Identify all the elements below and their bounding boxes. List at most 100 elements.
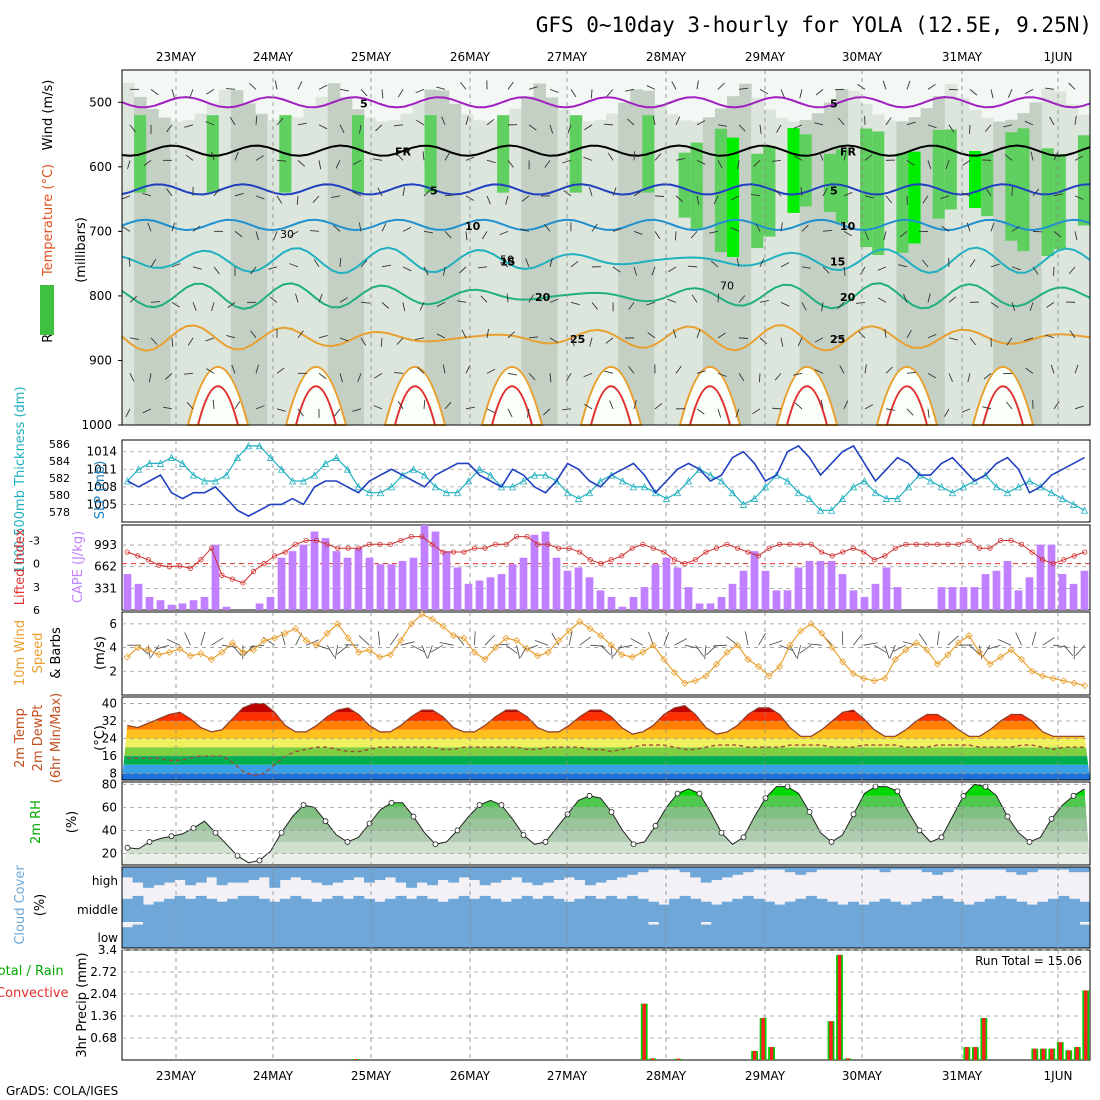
cloud-cover-bar (890, 922, 902, 948)
cloud-cover-bar (132, 895, 144, 922)
wind-barb (441, 116, 446, 126)
rh-shade-column (412, 102, 425, 426)
cloud-cover-bar (385, 922, 396, 948)
temp-tick-label: 32 (102, 714, 117, 728)
cloud-cover-bar (637, 922, 649, 948)
cloud-cover-bar (206, 922, 218, 948)
li-marker (976, 545, 983, 551)
wind-barb (780, 337, 784, 347)
temperature-contour-label: 5 (830, 97, 838, 110)
temperature-contour-label: 25 (570, 333, 585, 346)
wind-barb (402, 266, 412, 272)
wind-barb (276, 159, 287, 162)
thickness-marker (508, 482, 517, 491)
wind-barb (884, 328, 887, 338)
li-marker (240, 580, 246, 586)
li-marker (808, 541, 814, 547)
cloud-cover-bar (858, 922, 870, 948)
cloud-cover-bar (1026, 922, 1038, 948)
thickness-marker (629, 482, 638, 491)
wind-speed-marker (1018, 655, 1026, 663)
cape-bar (211, 544, 220, 610)
li-marker (787, 541, 793, 547)
li-marker (1061, 557, 1067, 563)
rh-marker (696, 790, 703, 797)
li-marker (545, 541, 551, 547)
cloud-cover-bar (321, 898, 333, 922)
wind-barb (358, 222, 362, 232)
wind-barb (528, 336, 538, 339)
wind-barb (234, 231, 243, 238)
wind-barb (675, 158, 685, 161)
surface-wind-barb (1063, 644, 1074, 657)
wind-barb (793, 155, 803, 161)
li-marker (166, 564, 172, 570)
precip-convective-bar (769, 1047, 774, 1060)
li-marker (271, 553, 278, 559)
thickness-marker (563, 488, 572, 497)
cloud-cover-bar (900, 922, 912, 948)
wind-barb (814, 122, 824, 126)
li-marker (450, 549, 457, 555)
wind-barb (822, 187, 828, 197)
rh-high-shade (690, 142, 704, 230)
wind-barb (983, 373, 992, 380)
wind-barb (189, 89, 194, 98)
wind-speed-marker (628, 653, 636, 661)
surface-wind-barb (337, 644, 349, 655)
wind-barb (856, 301, 866, 304)
wind-barb (422, 151, 425, 161)
wind-barb (465, 406, 475, 410)
cloud-cover-bar (258, 922, 270, 948)
wind-barb (255, 231, 259, 241)
wind-barb (966, 222, 971, 232)
cloud-cover-bar (574, 922, 586, 948)
cloud-cover-bar (458, 895, 470, 922)
cape-bar (739, 570, 748, 610)
cloud-cover-bar (932, 867, 944, 875)
li-marker (608, 557, 614, 563)
wind-speed-marker (607, 641, 615, 649)
surface-wind-barb (796, 645, 802, 659)
boundary-layer-plume-core (590, 385, 632, 426)
wind-barb (423, 266, 429, 276)
wind-barb (591, 302, 598, 310)
cloud-cover-bar (911, 922, 923, 948)
precip-convective-bar (982, 1017, 986, 1060)
cloud-cover-bar (332, 895, 344, 922)
wind-barb (255, 195, 265, 200)
cape-bar (321, 538, 330, 610)
cloud-cover-bar (237, 922, 249, 948)
cape-bar (750, 551, 759, 610)
rh-high-shade (1005, 132, 1018, 241)
cloud-cover-bar (374, 901, 386, 922)
wind-units-title: (m/s) (93, 636, 108, 670)
wind-barb (297, 330, 304, 339)
surface-wind-barb (663, 631, 670, 646)
cloud-cover-bar (1068, 898, 1080, 922)
cloud-cover-bar (532, 898, 544, 922)
wind-barb (606, 89, 614, 97)
surface-wind-barb (712, 644, 728, 647)
surface-wind-barb (430, 644, 444, 653)
rh-high-shade (872, 131, 885, 255)
wind-barb (192, 302, 197, 311)
li-marker (1040, 557, 1046, 563)
cloud-cover-bar (1058, 895, 1070, 922)
cloud-cover-bar (490, 922, 502, 948)
wind-barb (360, 259, 368, 268)
surface-wind-barb (918, 633, 928, 646)
wind-barb (357, 373, 362, 382)
cloud-cover-bar (795, 867, 807, 875)
thickness-marker (1058, 494, 1067, 502)
surface-wind-barb (1042, 637, 1055, 646)
boundary-layer-plume-core (786, 385, 828, 426)
cape-bar (992, 570, 1001, 610)
li-marker (503, 541, 509, 547)
rh-marker (278, 829, 285, 836)
wind-barb (801, 224, 809, 232)
temp-color-band (122, 738, 1090, 748)
cloud-cover-bar (511, 922, 523, 948)
cloud-cover-bar (143, 922, 154, 948)
surface-wind-barb (884, 645, 890, 659)
